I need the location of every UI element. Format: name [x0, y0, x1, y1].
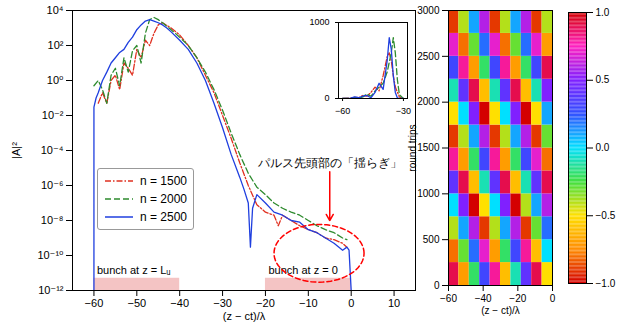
svg-text:0.0: 0.0 [596, 142, 610, 153]
svg-text:−50: −50 [127, 297, 146, 309]
svg-text:bunch at z = 0: bunch at z = 0 [268, 263, 338, 276]
svg-text:−60: −60 [440, 293, 457, 304]
html-text:n = 2500: n = 2500 [140, 210, 187, 224]
svg-text:3000: 3000 [417, 5, 440, 16]
svg-text:−10: −10 [299, 297, 318, 309]
svg-text:1000: 1000 [417, 188, 440, 199]
svg-text:10⁻¹⁰: 10⁻¹⁰ [37, 249, 64, 261]
svg-text:round trips: round trips [407, 124, 418, 171]
svg-text:10⁻²: 10⁻² [42, 109, 64, 121]
svg-text:−0.5: −0.5 [596, 210, 616, 221]
svg-text:10⁰: 10⁰ [47, 74, 64, 86]
svg-text:0: 0 [550, 293, 556, 304]
svg-text:−30: −30 [213, 297, 232, 309]
svg-text:0: 0 [348, 297, 354, 309]
svg-text:bunch at z = Lᵤ: bunch at z = Lᵤ [97, 264, 171, 276]
svg-text:10⁻⁴: 10⁻⁴ [41, 144, 64, 156]
svg-text:10⁴: 10⁴ [47, 4, 64, 16]
svg-text:−30: −30 [396, 106, 411, 114]
svg-text:(z − ct)/λ: (z − ct)/λ [223, 310, 266, 322]
svg-text:−40: −40 [475, 293, 492, 304]
svg-text:500: 500 [423, 234, 440, 245]
svg-text:−20: −20 [256, 297, 275, 309]
svg-text:|A|²: |A|² [10, 142, 22, 159]
html-text:n = 2000: n = 2000 [140, 192, 187, 206]
svg-text:−1.0: −1.0 [596, 278, 616, 289]
svg-text:パルス先頭部の「揺らぎ」: パルス先頭部の「揺らぎ」 [257, 156, 402, 170]
svg-text:0.5: 0.5 [596, 74, 610, 85]
svg-text:−60: −60 [335, 106, 350, 114]
svg-text:10²: 10² [48, 39, 64, 51]
svg-text:−60: −60 [85, 297, 104, 309]
svg-text:1.0: 1.0 [596, 7, 610, 18]
svg-text:0: 0 [434, 280, 440, 291]
svg-text:−20: −20 [509, 293, 526, 304]
svg-text:2500: 2500 [417, 51, 440, 62]
svg-text:2000: 2000 [417, 96, 440, 107]
svg-text:1500: 1500 [417, 142, 440, 153]
html-text:n = 1500: n = 1500 [140, 174, 187, 188]
svg-text:10⁻⁶: 10⁻⁶ [41, 179, 64, 191]
svg-text:10: 10 [388, 297, 400, 309]
svg-text:0: 0 [324, 93, 329, 103]
svg-text:(z − ct)/λ: (z − ct)/λ [481, 305, 520, 316]
svg-text:1000: 1000 [309, 17, 329, 27]
svg-text:10⁻⁸: 10⁻⁸ [41, 214, 64, 226]
svg-text:10⁻¹²: 10⁻¹² [38, 284, 64, 296]
svg-text:−40: −40 [170, 297, 189, 309]
